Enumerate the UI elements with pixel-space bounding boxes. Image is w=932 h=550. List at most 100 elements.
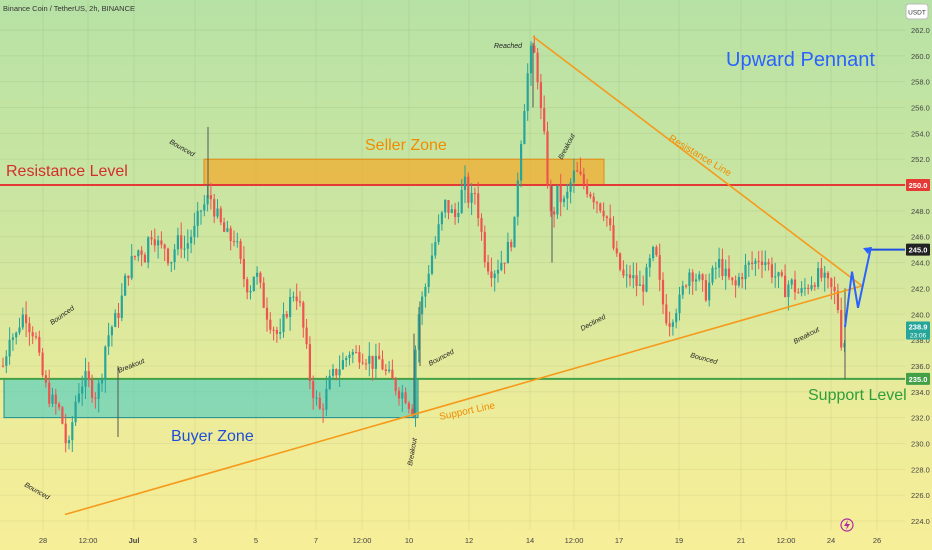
candle-body bbox=[609, 218, 612, 226]
trendlines bbox=[64, 35, 872, 516]
target-price-tag: 245.0 bbox=[909, 246, 928, 255]
candle-body bbox=[322, 408, 325, 410]
candle-body bbox=[424, 286, 427, 297]
buyer-zone bbox=[3, 378, 419, 419]
candle-body bbox=[94, 397, 97, 399]
time-tick-label: 12:00 bbox=[353, 536, 372, 545]
candle-body bbox=[450, 209, 453, 213]
candle-body bbox=[500, 262, 503, 270]
support-price-tag: 235.0 bbox=[909, 375, 928, 384]
candle-body bbox=[15, 332, 18, 338]
candle-body bbox=[770, 264, 773, 278]
price-tick-label: 240.0 bbox=[911, 310, 930, 319]
price-tick-label: 246.0 bbox=[911, 233, 930, 242]
candle-body bbox=[668, 323, 671, 327]
seller-zone bbox=[203, 158, 605, 186]
candle-body bbox=[209, 195, 212, 200]
candle-body bbox=[8, 339, 11, 357]
time-tick-label: 19 bbox=[675, 536, 683, 545]
currency-button[interactable]: USDT bbox=[908, 10, 926, 17]
candle-body bbox=[295, 296, 298, 302]
candle-body bbox=[41, 352, 44, 376]
price-tick-label: 252.0 bbox=[911, 155, 930, 164]
candle-body bbox=[632, 275, 635, 279]
price-axis: 262.0 260.0 258.0 256.0 254.0 252.0 250.0 248.0… bbox=[905, 3, 930, 526]
candle-body bbox=[104, 346, 107, 379]
price-tick-label: 224.0 bbox=[911, 517, 930, 526]
candle-body bbox=[793, 279, 797, 293]
candle-body bbox=[196, 210, 199, 226]
candle-body bbox=[351, 352, 354, 355]
candle-body bbox=[21, 314, 24, 328]
candle-body bbox=[813, 285, 816, 287]
candle-body bbox=[480, 218, 483, 232]
candle-body bbox=[289, 297, 292, 318]
candle-body bbox=[655, 246, 658, 256]
candle-body bbox=[675, 313, 678, 323]
candle-body bbox=[133, 256, 137, 258]
price-tick-label: 234.0 bbox=[911, 388, 930, 397]
candle-body bbox=[553, 211, 556, 215]
resistance-line-label: Resistance Line bbox=[666, 133, 733, 179]
time-tick-label: 17 bbox=[615, 536, 623, 545]
candle-body bbox=[361, 362, 364, 364]
candle-body bbox=[180, 235, 183, 249]
candle-body bbox=[348, 354, 351, 358]
candle-body bbox=[810, 285, 813, 290]
candle-body bbox=[74, 401, 77, 423]
candle-body bbox=[807, 287, 810, 290]
candle-body bbox=[638, 284, 641, 286]
candle-body bbox=[652, 246, 655, 259]
price-tick-label: 232.0 bbox=[911, 414, 930, 423]
bounced-label: Breakout bbox=[407, 437, 419, 467]
resistance-price-tag: 250.0 bbox=[909, 181, 928, 190]
price-tick-label: 256.0 bbox=[911, 104, 930, 113]
price-tick-label: 236.0 bbox=[911, 362, 930, 371]
time-tick-label: 26 bbox=[873, 536, 881, 545]
candle-body bbox=[833, 286, 836, 292]
candle-body bbox=[533, 45, 536, 53]
candle-body bbox=[592, 196, 595, 203]
candle-body bbox=[143, 254, 146, 263]
candle-body bbox=[298, 301, 302, 303]
candle-body bbox=[219, 208, 222, 223]
lightning-icon[interactable] bbox=[840, 518, 854, 532]
candle-body bbox=[54, 394, 57, 404]
candle-body bbox=[513, 216, 516, 248]
price-tick-label: 260.0 bbox=[911, 52, 930, 61]
candles bbox=[1, 35, 846, 453]
candle-body bbox=[470, 192, 473, 203]
candle-body bbox=[328, 375, 331, 389]
candle-body bbox=[496, 269, 500, 274]
candle-body bbox=[160, 240, 163, 245]
candle-body bbox=[820, 268, 823, 278]
candle-body bbox=[371, 355, 374, 369]
candle-body bbox=[734, 280, 737, 286]
candle-body bbox=[397, 390, 401, 399]
candle-body bbox=[698, 274, 701, 280]
time-tick-label: 12:00 bbox=[79, 536, 98, 545]
candle-body bbox=[780, 272, 783, 276]
candle-body bbox=[826, 272, 830, 279]
candle-body bbox=[275, 330, 278, 334]
candle-body bbox=[628, 274, 632, 279]
candle-body bbox=[506, 241, 509, 264]
candle-body bbox=[625, 274, 628, 276]
price-tick-label: 262.0 bbox=[911, 26, 930, 35]
candle-body bbox=[658, 255, 661, 280]
candle-body bbox=[246, 279, 249, 293]
candle-body bbox=[760, 261, 764, 265]
candle-body bbox=[242, 258, 245, 280]
candle-body bbox=[67, 440, 71, 444]
candle-body bbox=[467, 176, 470, 203]
candle-body bbox=[681, 285, 684, 295]
candle-body bbox=[830, 278, 833, 287]
candle-body bbox=[173, 249, 176, 263]
currency-button-bg[interactable] bbox=[905, 3, 929, 20]
candle-body bbox=[58, 403, 61, 408]
candle-body bbox=[325, 388, 328, 410]
support-trendline bbox=[64, 285, 863, 516]
candle-body bbox=[823, 272, 826, 278]
candle-body bbox=[84, 371, 87, 387]
